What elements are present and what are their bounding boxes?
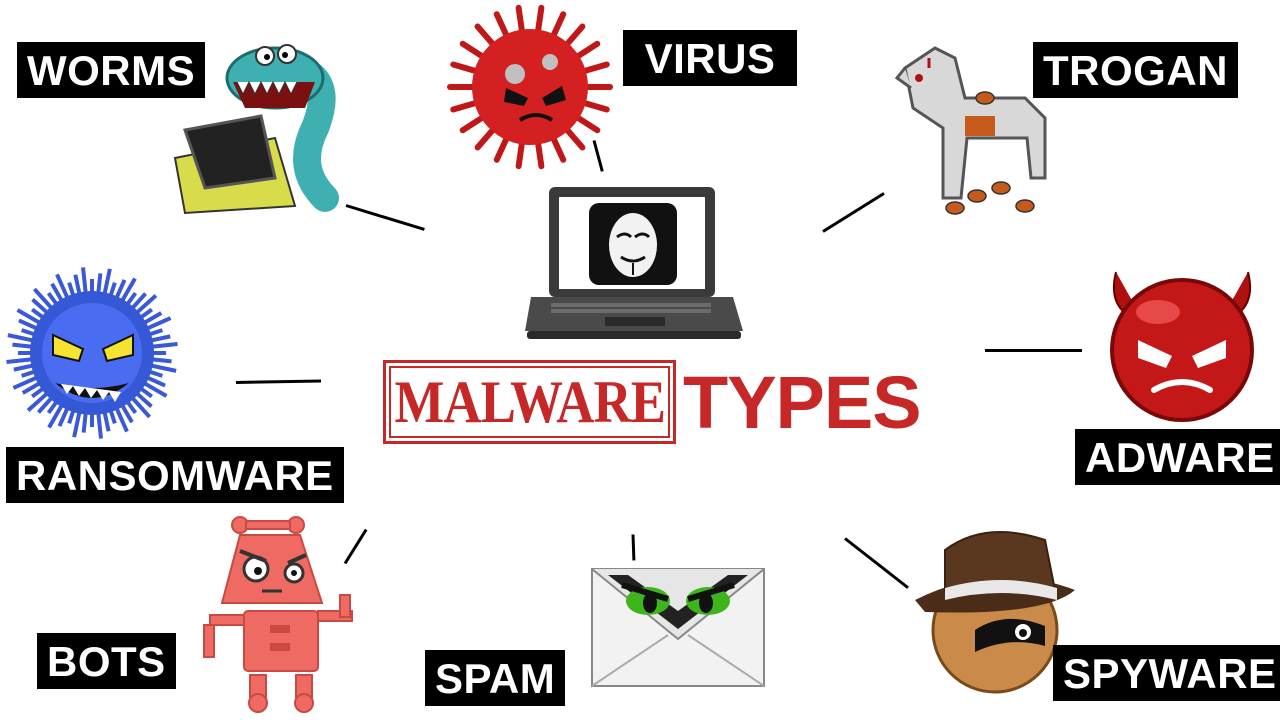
diagram-title: MALWARE TYPES [383,360,943,446]
connector-ransomware [235,379,322,384]
label-trogan: TROGAN [1033,42,1238,98]
trojan-horse-with-bugs-icon [894,46,1047,215]
title-suffix-text: TYPES [683,361,922,444]
red-devil-ball-icon [1110,271,1254,422]
angry-robot-icon [203,516,353,713]
evil-envelope-icon [591,568,765,687]
label-worms: WORMS [17,42,206,98]
connector-worms [345,204,425,231]
connector-adware [985,349,1082,352]
worm-eating-laptop-icon [173,44,339,215]
label-bots: BOTS [37,633,176,689]
label-adware: ADWARE [1075,429,1280,485]
connector-trogan [822,192,885,233]
label-ransomware: RANSOMWARE [6,447,344,503]
label-virus: VIRUS [623,30,797,86]
title-stamp-text: MALWARE [394,368,665,435]
red-spiky-virus-icon [447,4,613,170]
connector-spam [631,534,636,561]
connector-spyware [844,537,909,589]
label-spyware: SPYWARE [1053,645,1280,701]
laptop-anonymous-mask-icon [525,187,743,339]
blue-furry-monster-icon [6,267,178,439]
label-spam: SPAM [425,650,566,706]
malware-stamp: MALWARE [383,360,676,444]
spy-hat-ball-icon [915,531,1075,694]
